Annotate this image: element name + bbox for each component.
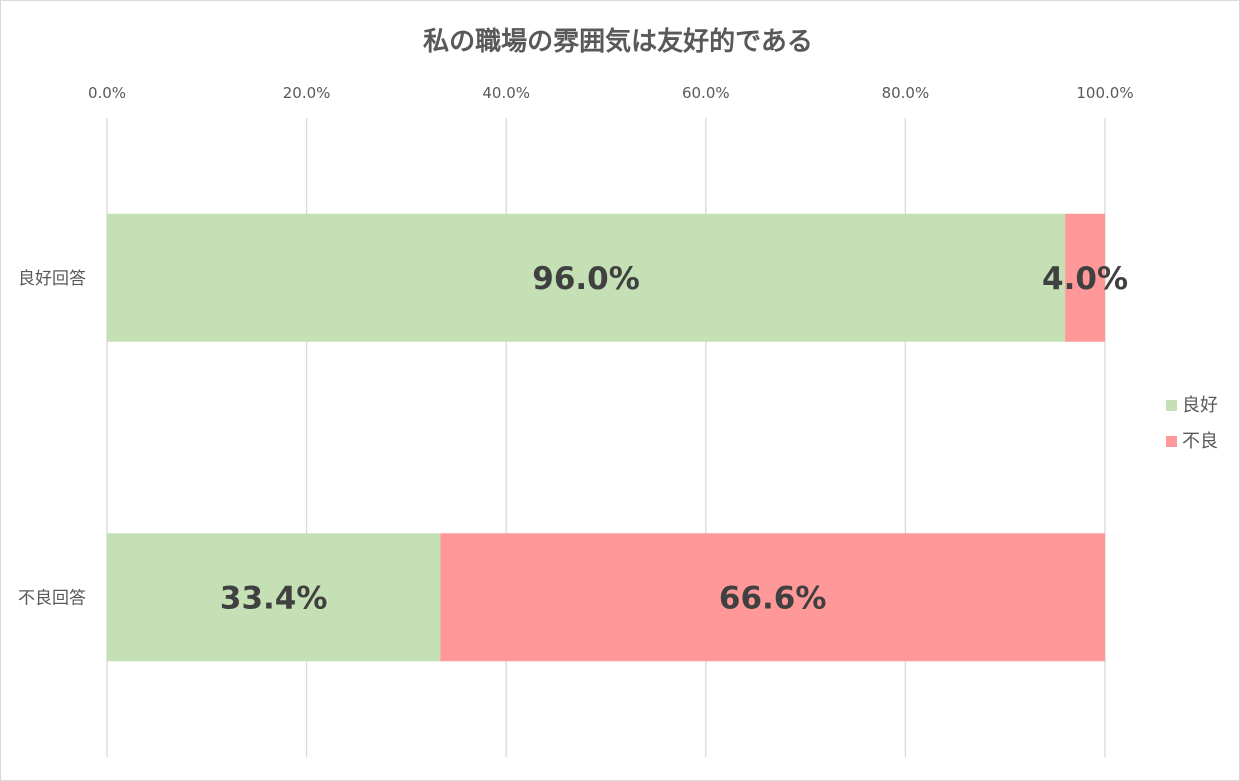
data-label: 33.4% xyxy=(220,580,328,616)
category-label: 不良回答 xyxy=(18,588,86,608)
bar-segment xyxy=(1065,213,1105,342)
legend-swatch xyxy=(1166,400,1177,411)
bar-segment xyxy=(440,533,1105,662)
x-tick-label: 60.0% xyxy=(682,84,730,102)
x-tick-label: 0.0% xyxy=(88,84,126,102)
chart-title: 私の職場の雰囲気は友好的である xyxy=(423,26,813,57)
legend-swatch xyxy=(1166,436,1177,447)
x-tick-label: 80.0% xyxy=(882,84,930,102)
x-tick-label: 20.0% xyxy=(283,84,331,102)
legend-label: 良好 xyxy=(1182,395,1218,416)
x-tick-label: 40.0% xyxy=(482,84,530,102)
bar-segment xyxy=(107,213,1066,342)
category-label: 良好回答 xyxy=(18,269,86,289)
x-tick-label: 100.0% xyxy=(1076,84,1133,102)
data-label: 66.6% xyxy=(719,580,827,616)
data-label: 4.0% xyxy=(1042,261,1128,297)
bar-segment xyxy=(107,533,441,662)
legend-label: 不良 xyxy=(1182,431,1218,452)
data-label: 96.0% xyxy=(532,261,640,297)
